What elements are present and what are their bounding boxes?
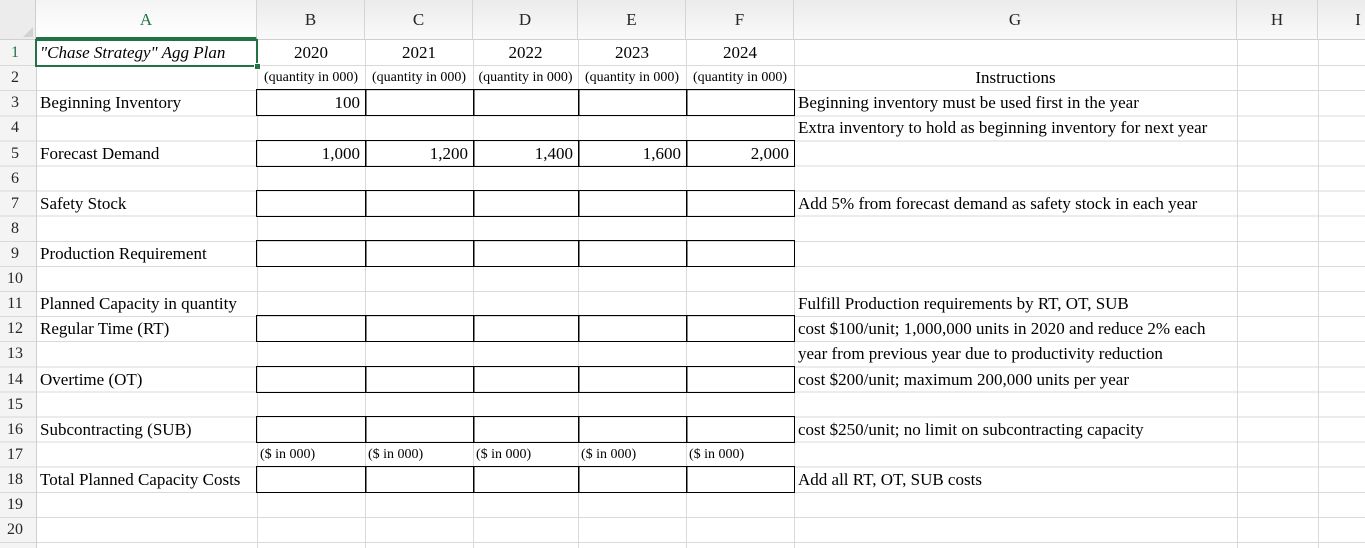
row-header-2[interactable]: 2 [11, 69, 19, 86]
vertical-gridline [578, 40, 579, 548]
cell-b3-value[interactable]: 100 [334, 93, 361, 112]
input-range-overtime[interactable] [256, 366, 795, 393]
cell-e2-quantity-note[interactable]: (quantity in 000) [584, 70, 680, 85]
cell-b17-dollar-note[interactable]: ($ in 000) [260, 447, 316, 462]
input-range-subcontracting[interactable] [256, 416, 795, 443]
fill-handle[interactable] [254, 63, 261, 70]
cell-g13-instruction[interactable]: year from previous year due to productiv… [798, 344, 1163, 363]
cell-g2-instructions-header[interactable]: Instructions [975, 68, 1056, 87]
column-header-i[interactable]: I [1318, 0, 1365, 40]
column-header-d[interactable]: D [473, 0, 578, 40]
input-range-beginning-inventory[interactable] [256, 89, 795, 116]
vertical-gridline [1237, 40, 1238, 548]
cell-g11-instruction[interactable]: Fulfill Production requirements by RT, O… [798, 294, 1129, 313]
cell-a9-label[interactable]: Production Requirement [40, 244, 207, 263]
column-header-h[interactable]: H [1237, 0, 1318, 40]
cell-b2-quantity-note[interactable]: (quantity in 000) [263, 70, 359, 85]
cell-c1-year-2021[interactable]: 2021 [402, 43, 436, 62]
row-header-21[interactable]: 21 [0, 542, 30, 548]
cell-f1-year-2024[interactable]: 2024 [723, 43, 757, 62]
row-header-4[interactable]: 4 [11, 119, 19, 136]
cell-d17-dollar-note[interactable]: ($ in 000) [476, 447, 532, 462]
column-header-f[interactable]: F [686, 0, 794, 40]
column-header-a[interactable]: A [36, 0, 257, 40]
vertical-gridline [365, 40, 366, 548]
row-header-8[interactable]: 8 [11, 220, 19, 237]
cell-a12-label[interactable]: Regular Time (RT) [40, 319, 170, 338]
vertical-gridline [686, 40, 687, 548]
cell-b5-value[interactable]: 1,000 [321, 144, 360, 163]
row-header-17[interactable]: 17 [7, 446, 23, 463]
input-range-forecast-demand[interactable] [256, 140, 795, 167]
cell-c5-value[interactable]: 1,200 [429, 144, 468, 163]
cell-g14-instruction[interactable]: cost $200/unit; maximum 200,000 units pe… [798, 370, 1129, 389]
row-header-1[interactable]: 1 [11, 44, 19, 61]
row-header-20[interactable]: 20 [7, 521, 23, 538]
cell-d2-quantity-note[interactable]: (quantity in 000) [478, 70, 573, 85]
row-header-7[interactable]: 7 [11, 195, 19, 212]
cell-g18-instruction[interactable]: Add all RT, OT, SUB costs [798, 470, 982, 489]
row-header-16[interactable]: 16 [7, 421, 23, 438]
row-header-5[interactable]: 5 [11, 145, 19, 162]
column-header-b[interactable]: B [257, 0, 365, 40]
row-header-3[interactable]: 3 [11, 94, 19, 111]
column-header-c[interactable]: C [365, 0, 473, 40]
cell-d5-value[interactable]: 1,400 [534, 144, 573, 163]
input-range-safety-stock[interactable] [256, 190, 795, 217]
row-header-10[interactable]: 10 [7, 270, 23, 287]
cell-a1-title[interactable]: "Chase Strategy" Agg Plan [40, 43, 226, 62]
gutter-border-line [36, 40, 37, 548]
row-header-6[interactable]: 6 [11, 170, 19, 187]
cell-c2-quantity-note[interactable]: (quantity in 000) [371, 70, 467, 85]
horizontal-gridlines [0, 41, 1365, 548]
cell-g12-instruction[interactable]: cost $100/unit; 1,000,000 units in 2020 … [798, 319, 1206, 338]
input-range-production-requirement[interactable] [256, 240, 795, 267]
cell-g16-instruction[interactable]: cost $250/unit; no limit on subcontracti… [798, 420, 1144, 439]
row-header-11[interactable]: 11 [7, 295, 23, 312]
cell-c17-dollar-note[interactable]: ($ in 000) [368, 447, 424, 462]
vertical-gridline [473, 40, 474, 548]
cell-g4-instruction[interactable]: Extra inventory to hold as beginning inv… [798, 118, 1208, 137]
cell-a5-label[interactable]: Forecast Demand [40, 144, 160, 163]
row-header-14[interactable]: 14 [7, 371, 23, 388]
cell-d1-year-2022[interactable]: 2022 [508, 43, 543, 62]
column-header-g[interactable]: G [794, 0, 1237, 40]
row-header-12[interactable]: 12 [7, 320, 23, 337]
column-header-e[interactable]: E [578, 0, 686, 40]
input-range-regular-time[interactable] [256, 315, 795, 342]
row-header-18[interactable]: 18 [7, 471, 23, 488]
input-range-total-costs[interactable] [256, 466, 795, 493]
vertical-gridline [794, 40, 795, 548]
cell-e1-year-2023[interactable]: 2023 [615, 43, 649, 62]
cell-e5-value[interactable]: 1,600 [642, 144, 681, 163]
vertical-gridline [1318, 40, 1319, 548]
cell-f17-dollar-note[interactable]: ($ in 000) [689, 447, 745, 462]
cell-a16-label[interactable]: Subcontracting (SUB) [40, 420, 192, 439]
cell-f2-quantity-note[interactable]: (quantity in 000) [692, 70, 788, 85]
cell-a18-label[interactable]: Total Planned Capacity Costs [40, 470, 241, 489]
row-header-15[interactable]: 15 [7, 396, 23, 413]
cell-a3-label[interactable]: Beginning Inventory [40, 93, 182, 112]
cell-a14-label[interactable]: Overtime (OT) [40, 370, 143, 389]
cell-b1-year-2020[interactable]: 2020 [294, 43, 328, 62]
cell-g3-instruction[interactable]: Beginning inventory must be used first i… [798, 93, 1139, 112]
cell-f5-value[interactable]: 2,000 [750, 144, 789, 163]
cell-a11-label[interactable]: Planned Capacity in quantity [40, 294, 237, 313]
row-header-19[interactable]: 19 [7, 496, 23, 513]
cell-a7-label[interactable]: Safety Stock [40, 194, 127, 213]
select-all-corner[interactable] [0, 0, 36, 40]
row-header-13[interactable]: 13 [7, 345, 23, 362]
select-all-triangle-icon [23, 27, 33, 37]
cell-g7-instruction[interactable]: Add 5% from forecast demand as safety st… [798, 194, 1198, 213]
row-header-9[interactable]: 9 [11, 245, 19, 262]
vertical-gridline [257, 40, 258, 548]
cell-e17-dollar-note[interactable]: ($ in 000) [581, 447, 637, 462]
